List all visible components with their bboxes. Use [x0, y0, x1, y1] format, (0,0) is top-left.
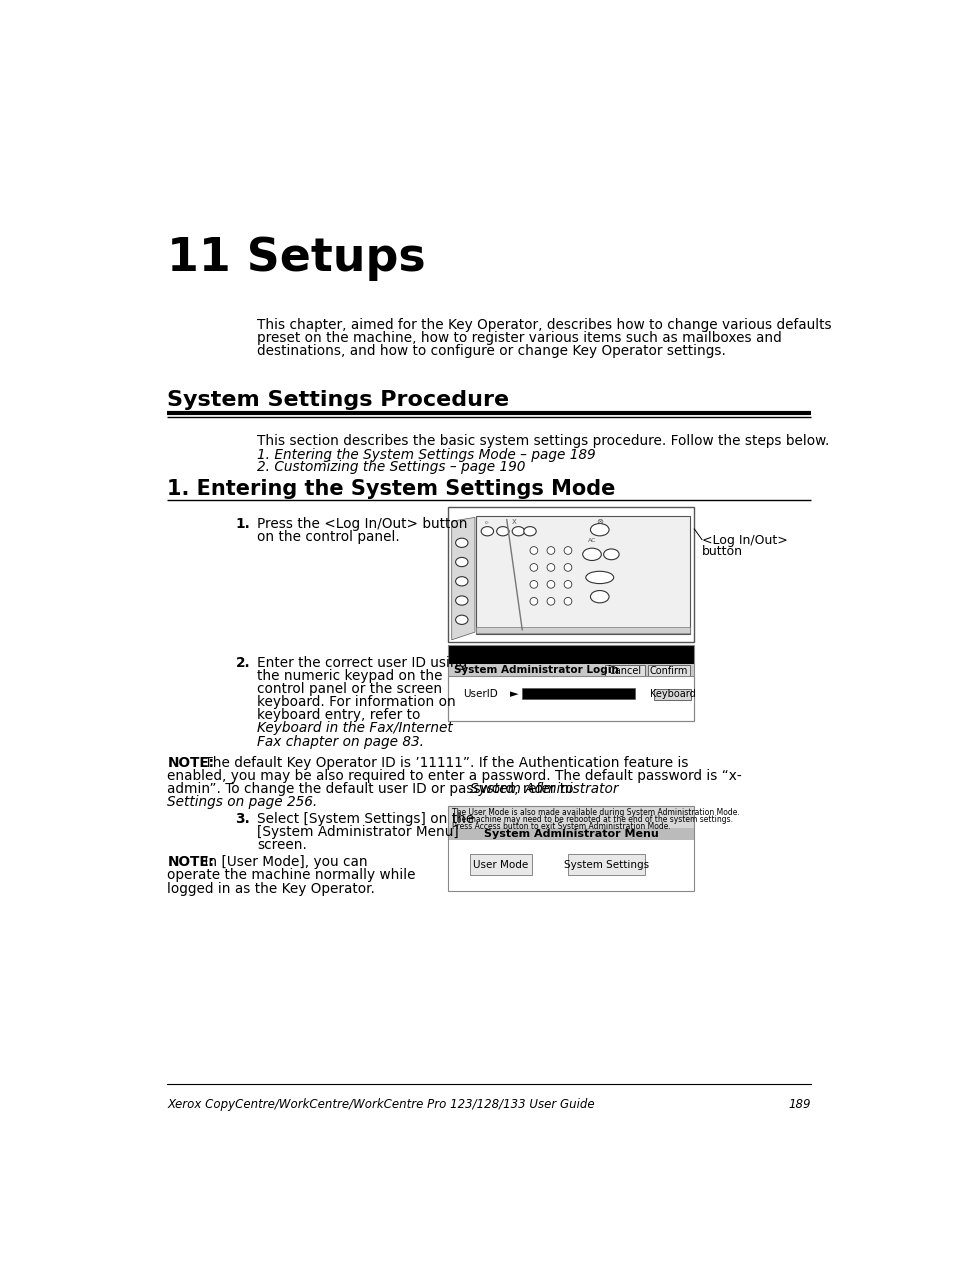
Text: 1. Entering the System Settings Mode – page 189: 1. Entering the System Settings Mode – p… [257, 448, 596, 462]
Text: destinations, and how to configure or change Key Operator settings.: destinations, and how to configure or ch… [257, 344, 725, 358]
Text: keyboard. For information on: keyboard. For information on [257, 695, 456, 709]
Bar [447, 508, 694, 643]
Text: the numeric keypad on the: the numeric keypad on the [257, 669, 442, 683]
Text: button: button [701, 545, 742, 558]
Text: In [User Mode], you can: In [User Mode], you can [199, 856, 367, 870]
Bar [654, 690, 691, 700]
Text: System Administrator Login: System Administrator Login [454, 664, 618, 674]
Ellipse shape [456, 558, 468, 566]
Text: logged in as the Key Operator.: logged in as the Key Operator. [167, 881, 375, 895]
Text: [System Administrator Menu]: [System Administrator Menu] [257, 826, 458, 839]
Text: preset on the machine, how to register various items such as mailboxes and: preset on the machine, how to register v… [257, 331, 781, 345]
Bar [469, 853, 531, 875]
Text: Settings on page 256.: Settings on page 256. [167, 795, 317, 809]
Ellipse shape [585, 572, 613, 584]
Text: control panel or the screen: control panel or the screen [257, 682, 442, 696]
Text: 189: 189 [787, 1099, 810, 1111]
Ellipse shape [480, 527, 493, 536]
Text: Keyboard: Keyboard [649, 690, 695, 700]
Ellipse shape [456, 538, 468, 547]
Bar [647, 665, 690, 676]
Bar [521, 688, 634, 698]
Text: System Administrator Menu: System Administrator Menu [483, 829, 658, 839]
Circle shape [546, 597, 555, 606]
Text: System Settings Procedure: System Settings Procedure [167, 390, 509, 409]
Text: The machine may need to be rebooted at the end of the system settings.: The machine may need to be rebooted at t… [452, 815, 732, 824]
Text: NOTE:: NOTE: [167, 756, 214, 770]
Text: Fax chapter on page 83.: Fax chapter on page 83. [257, 734, 424, 748]
Text: This chapter, aimed for the Key Operator, describes how to change various defaul: This chapter, aimed for the Key Operator… [257, 318, 831, 331]
Bar [447, 676, 694, 721]
Text: ►: ► [509, 688, 517, 698]
Bar [567, 853, 645, 875]
Text: Cancel: Cancel [608, 665, 641, 676]
Bar [476, 516, 690, 634]
Text: This section describes the basic system settings procedure. Follow the steps bel: This section describes the basic system … [257, 434, 829, 448]
Circle shape [530, 580, 537, 588]
Text: Xerox CopyCentre/WorkCentre/WorkCentre Pro 123/128/133 User Guide: Xerox CopyCentre/WorkCentre/WorkCentre P… [167, 1099, 595, 1111]
Text: 2. Customizing the Settings – page 190: 2. Customizing the Settings – page 190 [257, 461, 525, 475]
Text: Confirm: Confirm [649, 665, 687, 676]
Ellipse shape [582, 549, 600, 560]
Text: Press the <Log In/Out> button: Press the <Log In/Out> button [257, 517, 467, 531]
Bar [604, 665, 645, 676]
Circle shape [530, 564, 537, 572]
Text: Select [System Settings] on the: Select [System Settings] on the [257, 813, 474, 827]
Circle shape [530, 597, 537, 606]
Ellipse shape [456, 615, 468, 625]
Text: System Settings: System Settings [563, 860, 649, 870]
Text: on the control panel.: on the control panel. [257, 530, 399, 544]
Text: c-: c- [484, 519, 489, 525]
Bar [447, 839, 694, 890]
Polygon shape [452, 517, 475, 640]
Text: System Administrator: System Administrator [469, 782, 618, 796]
Text: enabled, you may be also required to enter a password. The default password is “: enabled, you may be also required to ent… [167, 770, 741, 784]
Text: screen.: screen. [257, 838, 307, 852]
Text: User Mode: User Mode [473, 860, 528, 870]
Text: ⊗: ⊗ [596, 517, 602, 527]
Bar [447, 645, 694, 664]
Text: The default Key Operator ID is ’11111”. If the Authentication feature is: The default Key Operator ID is ’11111”. … [199, 756, 688, 770]
Text: NOTE:: NOTE: [167, 856, 214, 870]
Ellipse shape [512, 527, 524, 536]
Bar [447, 828, 694, 839]
Circle shape [563, 597, 571, 606]
Circle shape [546, 564, 555, 572]
Text: 1. Entering the System Settings Mode: 1. Entering the System Settings Mode [167, 479, 615, 499]
Ellipse shape [590, 591, 608, 603]
Text: AC: AC [587, 538, 596, 544]
Bar [447, 664, 694, 676]
Text: 11 Setups: 11 Setups [167, 235, 425, 281]
Ellipse shape [456, 577, 468, 585]
Text: admin”. To change the default user ID or password, refer to: admin”. To change the default user ID or… [167, 782, 578, 796]
Text: <Log In/Out>: <Log In/Out> [701, 535, 787, 547]
Bar [476, 626, 690, 632]
Text: Press Access button to exit System Administration Mode.: Press Access button to exit System Admin… [452, 823, 670, 832]
Bar [447, 806, 694, 828]
Text: operate the machine normally while: operate the machine normally while [167, 869, 416, 883]
Circle shape [563, 546, 571, 554]
Ellipse shape [497, 527, 509, 536]
Ellipse shape [590, 523, 608, 536]
Text: 2.: 2. [235, 657, 250, 671]
Text: X: X [512, 519, 517, 525]
Text: The User Mode is also made available during System Administration Mode.: The User Mode is also made available dur… [452, 808, 739, 817]
Ellipse shape [456, 596, 468, 606]
Circle shape [546, 546, 555, 554]
Circle shape [530, 546, 537, 554]
Circle shape [563, 564, 571, 572]
Bar [447, 645, 694, 721]
Text: 3.: 3. [235, 813, 250, 827]
Text: keyboard entry, refer to: keyboard entry, refer to [257, 709, 420, 723]
Bar [447, 806, 694, 890]
Circle shape [563, 580, 571, 588]
Text: Enter the correct user ID using: Enter the correct user ID using [257, 657, 467, 671]
Text: Keyboard in the Fax/Internet: Keyboard in the Fax/Internet [257, 721, 453, 735]
Text: UserID: UserID [463, 688, 497, 698]
Circle shape [546, 580, 555, 588]
Text: 1.: 1. [235, 517, 250, 531]
Ellipse shape [603, 549, 618, 560]
Ellipse shape [523, 527, 536, 536]
